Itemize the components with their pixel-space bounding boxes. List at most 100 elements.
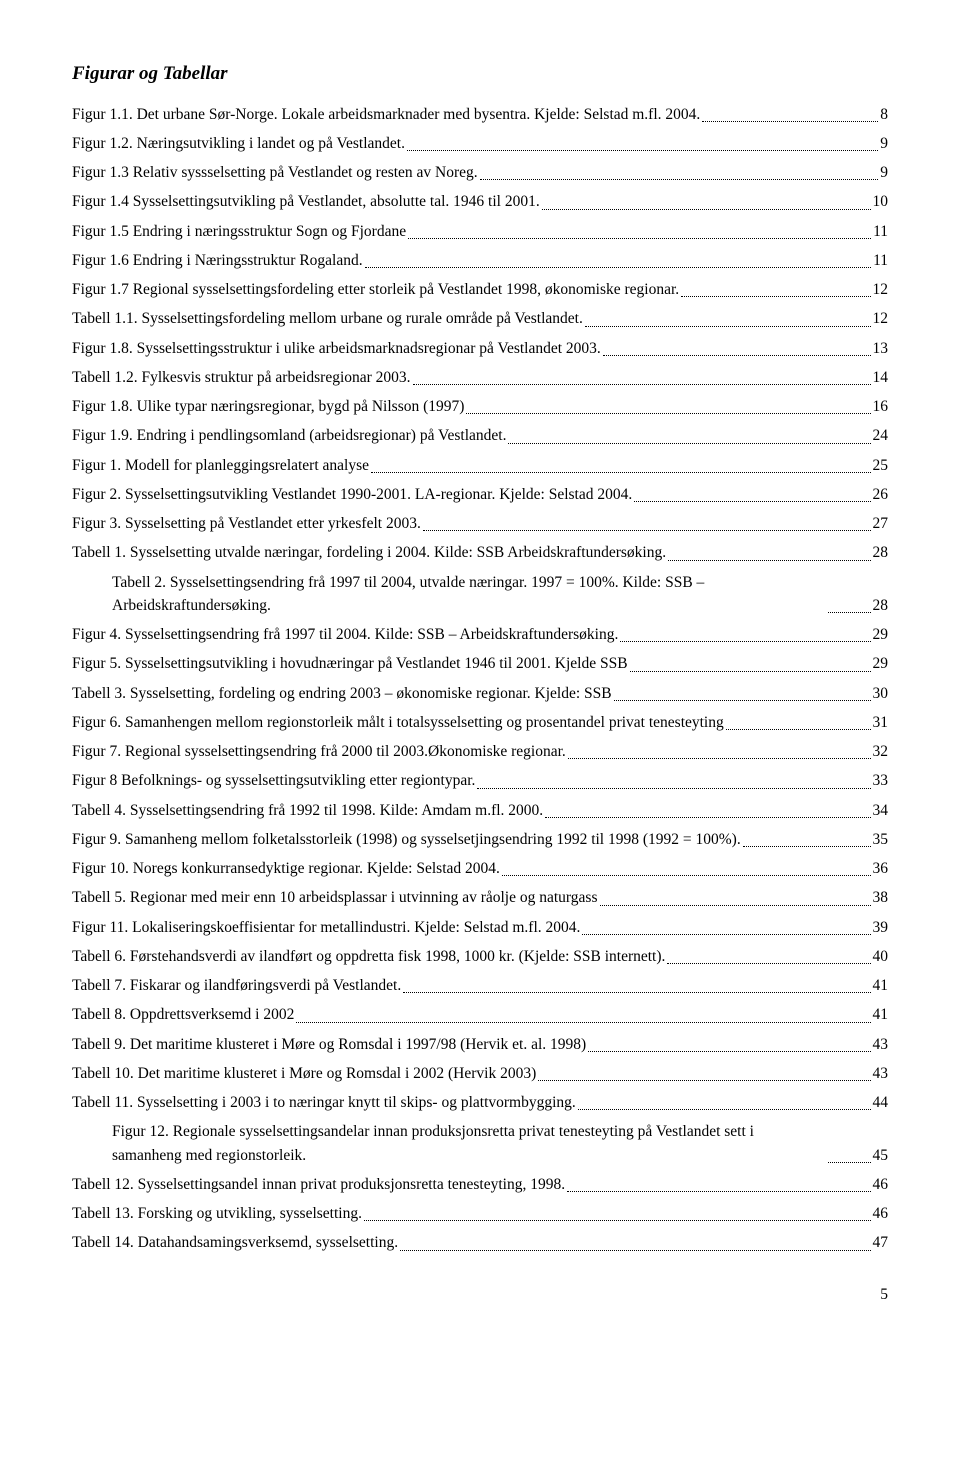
toc-entry-page: 43 [873,1062,889,1085]
toc-entry-label: Figur 11. Lokaliseringskoeffisientar for… [72,916,580,939]
toc-entry-page: 29 [873,652,889,675]
toc-entry: Tabell 8. Oppdrettsverksemd i 2002 41 [72,1003,888,1026]
toc-entry-page: 11 [873,249,888,272]
toc-entry-page: 45 [873,1144,889,1167]
toc-entry: Figur 12. Regionale sysselsettingsandela… [72,1120,888,1167]
page-number: 5 [72,1283,888,1306]
toc-entry: Figur 2. Sysselsettingsutvikling Vestlan… [72,483,888,506]
toc-entry: Figur 5. Sysselsettingsutvikling i hovud… [72,652,888,675]
toc-entry: Figur 1. Modell for planleggingsrelatert… [72,454,888,477]
toc-entry-page: 8 [880,103,888,126]
toc-entry-label: Tabell 8. Oppdrettsverksemd i 2002 [72,1003,294,1026]
toc-dot-leader [365,267,871,268]
toc-entry-label: Tabell 13. Forsking og utvikling, syssel… [72,1202,362,1225]
toc-dot-leader [702,121,878,122]
toc-entry-label: Figur 6. Samanhengen mellom regionstorle… [72,711,724,734]
toc-entry: Figur 1.6 Endring i Næringsstruktur Roga… [72,249,888,272]
toc-entry: Tabell 4. Sysselsettingsendring frå 1992… [72,799,888,822]
toc-entry-label: Figur 1.7 Regional sysselsettingsfordeli… [72,278,679,301]
toc-entry-label: Tabell 11. Sysselsetting i 2003 i to nær… [72,1091,576,1114]
toc-dot-leader [743,846,871,847]
toc-entry: Tabell 12. Sysselsettingsandel innan pri… [72,1173,888,1196]
toc-dot-leader [667,963,870,964]
toc-entry-page: 11 [873,220,888,243]
toc-entry: Tabell 1. Sysselsetting utvalde næringar… [72,541,888,564]
toc-entry-label: Figur 1.4 Sysselsettingsutvikling på Ves… [72,190,540,213]
toc-dot-leader [585,326,871,327]
toc-entry-page: 36 [873,857,889,880]
toc-dot-leader [630,671,871,672]
toc-entry: Figur 9. Samanheng mellom folketalsstorl… [72,828,888,851]
toc-dot-leader [600,905,871,906]
toc-dot-leader [726,729,871,730]
toc-entry-page: 27 [873,512,889,535]
toc-entry: Figur 4. Sysselsettingsendring frå 1997 … [72,623,888,646]
toc-entry-page: 32 [873,740,889,763]
toc-entry-page: 29 [873,623,889,646]
toc-dot-leader [828,1162,871,1163]
toc-entry-label: Figur 1.2. Næringsutvikling i landet og … [72,132,405,155]
toc-entry-page: 38 [873,886,889,909]
toc-entry-page: 35 [873,828,889,851]
toc-entry-page: 46 [873,1173,889,1196]
toc-entry: Tabell 14. Datahandsamingsverksemd, syss… [72,1231,888,1254]
toc-dot-leader [620,641,870,642]
toc-dot-leader [681,296,870,297]
toc-dot-leader [477,788,870,789]
toc-entry: Figur 1.7 Regional sysselsettingsfordeli… [72,278,888,301]
toc-entry: Figur 8 Befolknings- og sysselsettingsut… [72,769,888,792]
toc-entry-page: 43 [873,1033,889,1056]
toc-dot-leader [538,1080,870,1081]
toc-entry-page: 12 [873,278,889,301]
toc-dot-leader [403,992,870,993]
toc-entry-label: Tabell 2. Sysselsettingsendring frå 1997… [112,571,826,618]
toc-entry: Tabell 9. Det maritime klusteret i Møre … [72,1033,888,1056]
toc-entry-label: Figur 1.8. Sysselsettingsstruktur i ulik… [72,337,601,360]
toc-entry: Figur 11. Lokaliseringskoeffisientar for… [72,916,888,939]
toc-entry: Tabell 5. Regionar med meir enn 10 arbei… [72,886,888,909]
toc-entry-label: Tabell 7. Fiskarar og ilandføringsverdi … [72,974,401,997]
toc-entry: Tabell 6. Førstehandsverdi av ilandført … [72,945,888,968]
toc-entry-page: 26 [873,483,889,506]
toc-dot-leader [828,612,871,613]
toc-entry-page: 12 [873,307,889,330]
toc-entry: Tabell 3. Sysselsetting, fordeling og en… [72,682,888,705]
toc-entry-label: Figur 1.5 Endring i næringsstruktur Sogn… [72,220,406,243]
toc-entry-page: 13 [873,337,889,360]
toc-entry-label: Figur 2. Sysselsettingsutvikling Vestlan… [72,483,632,506]
toc-dot-leader [508,443,870,444]
toc-entry-page: 41 [873,1003,889,1026]
toc-entry-label: Figur 1.8. Ulike typar næringsregionar, … [72,395,464,418]
toc-entry-page: 41 [873,974,889,997]
toc-dot-leader [502,875,871,876]
toc-entry: Figur 1.2. Næringsutvikling i landet og … [72,132,888,155]
toc-entry-label: Figur 1.3 Relativ syssselsetting på Vest… [72,161,478,184]
toc-entry-label: Tabell 10. Det maritime klusteret i Møre… [72,1062,536,1085]
toc-entry: Tabell 1.1. Sysselsettingsfordeling mell… [72,307,888,330]
toc-dot-leader [364,1220,871,1221]
toc-entry-label: Tabell 12. Sysselsettingsandel innan pri… [72,1173,565,1196]
toc-dot-leader [582,934,870,935]
toc-entry-page: 25 [873,454,889,477]
toc-entry-label: Figur 9. Samanheng mellom folketalsstorl… [72,828,741,851]
toc-entry-page: 28 [873,594,889,617]
toc-dot-leader [567,1191,870,1192]
toc-entry: Tabell 1.2. Fylkesvis struktur på arbeid… [72,366,888,389]
toc-entry: Tabell 7. Fiskarar og ilandføringsverdi … [72,974,888,997]
toc-entry: Figur 7. Regional sysselsettingsendring … [72,740,888,763]
toc-dot-leader [413,384,871,385]
toc-entry-label: Tabell 3. Sysselsetting, fordeling og en… [72,682,612,705]
toc-entry: Figur 1.3 Relativ syssselsetting på Vest… [72,161,888,184]
toc-entry: Tabell 2. Sysselsettingsendring frå 1997… [72,571,888,618]
toc-entry-label: Tabell 9. Det maritime klusteret i Møre … [72,1033,586,1056]
toc-entry: Figur 1.8. Sysselsettingsstruktur i ulik… [72,337,888,360]
toc-entry: Figur 10. Noregs konkurransedyktige regi… [72,857,888,880]
section-heading: Figurar og Tabellar [72,60,888,89]
toc-entry: Figur 6. Samanhengen mellom regionstorle… [72,711,888,734]
toc-dot-leader [466,413,870,414]
toc-dot-leader [423,530,871,531]
toc-dot-leader [614,700,871,701]
toc-dot-leader [371,472,870,473]
toc-dot-leader [588,1051,870,1052]
toc-dot-leader [407,150,878,151]
